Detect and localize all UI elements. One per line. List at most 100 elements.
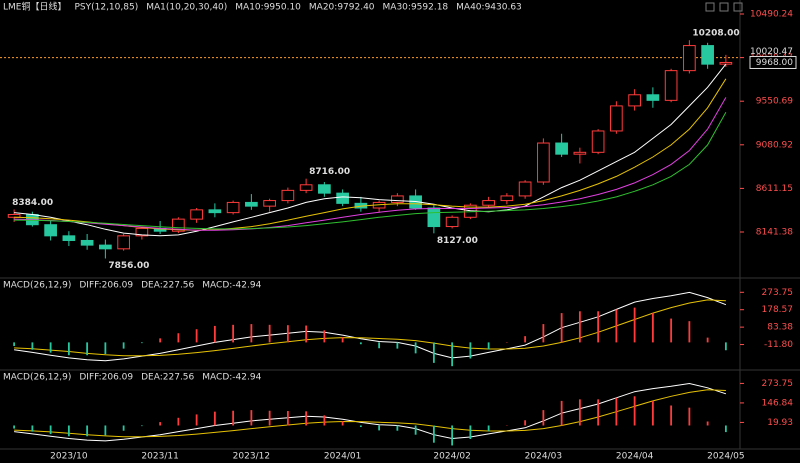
macd-bar	[213, 325, 216, 343]
candle-body	[226, 201, 240, 214]
button[interactable]	[705, 2, 715, 12]
header-label: MA1(10,20,30,40)	[146, 3, 227, 13]
candle-body	[318, 184, 331, 194]
macd-bar	[286, 325, 289, 343]
macd-bar	[688, 407, 691, 426]
x-tick-label: 2024/04	[616, 452, 654, 462]
macd-bar	[542, 324, 545, 343]
macd-bar	[67, 342, 70, 356]
macd-bar	[268, 324, 271, 343]
macd-line	[14, 382, 727, 442]
candle-body	[281, 189, 295, 202]
macd-bar	[323, 415, 326, 426]
reference-label: 10020.47	[750, 47, 793, 57]
candle-body	[208, 209, 222, 214]
candle-body	[62, 235, 76, 241]
macd-bar	[86, 425, 89, 437]
macd-bar	[159, 338, 162, 343]
candle-body	[391, 195, 404, 203]
candle-body	[610, 105, 623, 132]
y-tick-label: 8611.15	[756, 184, 793, 194]
header-label: DEA:227.56	[141, 281, 194, 291]
candle-body	[44, 224, 57, 237]
macd-bar	[487, 425, 490, 432]
macd-line	[14, 291, 727, 362]
macd-bar	[378, 342, 381, 349]
candle-body	[263, 200, 276, 207]
last-price-label: 9968.00	[756, 58, 793, 68]
macd-bar	[49, 425, 52, 435]
header-label: MA20:9792.40	[309, 3, 375, 13]
macd-bar	[432, 342, 435, 363]
y-tick-label: 19.93	[767, 418, 793, 428]
button[interactable]	[719, 2, 729, 12]
window-buttons	[705, 2, 743, 12]
macd-bar	[597, 311, 600, 343]
candle-body	[573, 151, 587, 155]
candle-body	[190, 209, 203, 220]
macd-bar	[195, 414, 198, 426]
macd-bar	[578, 399, 581, 426]
macd-bar	[177, 417, 180, 426]
header-label: MACD(26,12,9)	[3, 373, 71, 383]
macd-bar	[122, 342, 125, 349]
macd-bar	[122, 425, 125, 431]
y-tick-label: 10490.24	[750, 10, 793, 20]
candle-body	[336, 192, 349, 204]
macd-bar	[670, 405, 673, 426]
macd-bar	[524, 420, 527, 426]
annotation: 8384.00	[12, 198, 53, 208]
macd-bar	[469, 425, 472, 440]
ma-line	[14, 97, 727, 231]
macd-bar	[159, 422, 162, 426]
macd-bar	[31, 342, 34, 350]
macd-bar	[341, 421, 344, 426]
macd-bar	[67, 425, 70, 437]
macd-bar	[396, 425, 399, 431]
candle-body	[245, 201, 258, 207]
macd-bar	[286, 411, 289, 426]
macd-bar	[195, 329, 198, 343]
header-label: MA40:9430.63	[456, 3, 522, 13]
candle-body	[591, 130, 605, 153]
last-price-box	[749, 55, 797, 69]
macd-bar	[86, 342, 89, 356]
macd-bar	[615, 309, 618, 343]
macd-bar	[651, 313, 654, 343]
macd-bar	[323, 330, 326, 343]
macd-line	[14, 389, 726, 438]
annotation: 8716.00	[309, 167, 350, 177]
macd-bar	[670, 318, 673, 343]
header-label: MACD(26,12,9)	[3, 281, 71, 291]
macd-bar	[524, 336, 527, 343]
macd-bar	[560, 400, 563, 426]
macd-bar	[396, 342, 399, 349]
macd-bar	[49, 342, 52, 353]
header-label: DEA:227.56	[141, 373, 194, 383]
button[interactable]	[733, 2, 743, 12]
macd-bar	[359, 342, 362, 345]
macd-bar	[451, 342, 454, 367]
candle-body	[701, 45, 714, 65]
x-tick-label: 2024/01	[324, 452, 361, 462]
macd-bar	[13, 425, 16, 429]
macd-bar	[633, 396, 636, 426]
macd-bar	[104, 342, 107, 355]
header-label: LME铜【日线】	[3, 1, 66, 13]
ma-line	[14, 112, 727, 230]
macd-bar	[13, 342, 16, 347]
candle-body	[683, 45, 696, 72]
header-label: MACD:-42.94	[202, 281, 261, 291]
macd-bar	[250, 324, 253, 343]
macd-bar	[469, 342, 472, 359]
macd-bar	[140, 342, 143, 344]
y-tick-label: 273.75	[762, 288, 794, 298]
header-label: MA30:9592.18	[383, 3, 449, 13]
candle-body	[445, 216, 459, 228]
macd-bar	[706, 337, 709, 343]
candle-body	[628, 94, 641, 107]
x-tick-label: 2023/12	[233, 452, 270, 462]
macd-bar	[378, 425, 381, 431]
